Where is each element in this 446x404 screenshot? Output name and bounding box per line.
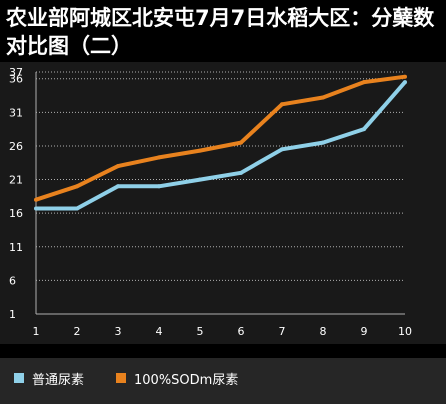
y-tick-label: 6 [9,274,16,287]
data-point-series-1 [280,147,284,152]
x-tick-label: 6 [238,325,245,338]
y-tick-label: 11 [9,241,23,254]
data-point-series-2 [198,148,202,153]
data-point-series-2 [362,80,366,85]
y-tick-label: 36 [9,73,23,86]
data-point-series-1 [239,170,243,175]
data-point-series-2 [157,155,161,160]
legend-item-series-2: 100%SODm尿素 [116,370,239,388]
y-tick-label: 21 [9,174,23,187]
data-point-series-2 [116,164,120,169]
data-point-series-1 [198,177,202,182]
x-tick-label: 2 [74,325,81,338]
data-point-series-2 [403,74,407,79]
x-tick-label: 10 [398,325,412,338]
legend-item-series-1: 普通尿素 [14,370,85,388]
legend-label-series-2: 100%SODm尿素 [134,372,239,388]
x-tick-label: 5 [197,325,204,338]
data-point-series-1 [403,80,407,85]
legend: 普通尿素 100%SODm尿素 [0,358,446,404]
legend-swatch-series-2 [116,373,126,383]
legend-label-series-1: 普通尿素 [32,372,85,388]
x-tick-label: 8 [320,325,327,338]
data-point-series-1 [34,206,38,211]
series-line-2 [35,74,406,202]
x-tick-label: 9 [361,325,368,338]
data-point-series-2 [34,197,38,202]
y-tick-label: 26 [9,140,23,153]
data-point-series-2 [239,140,243,145]
x-tick-label: 1 [33,325,40,338]
chart-title: 农业部阿城区北安屯7月7日水稻大区：分蘖数对比图（二） [6,6,435,58]
y-tick-label: 1 [9,308,16,321]
x-tick-label: 4 [156,325,163,338]
data-point-series-2 [75,184,79,189]
y-tick-label: 37 [9,66,23,79]
x-tick-label: 3 [115,325,122,338]
series-line-1 [36,80,407,211]
data-point-series-1 [321,140,325,145]
data-point-series-2 [280,102,284,107]
x-tick-label: 7 [279,325,286,338]
y-tick-label: 16 [9,207,23,220]
data-point-series-1 [362,127,366,132]
data-point-series-2 [321,95,325,100]
legend-swatch-series-1 [14,373,24,383]
data-point-series-1 [116,184,120,189]
data-point-series-1 [75,206,79,211]
y-tick-label: 31 [9,106,23,119]
data-point-series-1 [157,184,161,189]
plot-background [0,62,446,344]
